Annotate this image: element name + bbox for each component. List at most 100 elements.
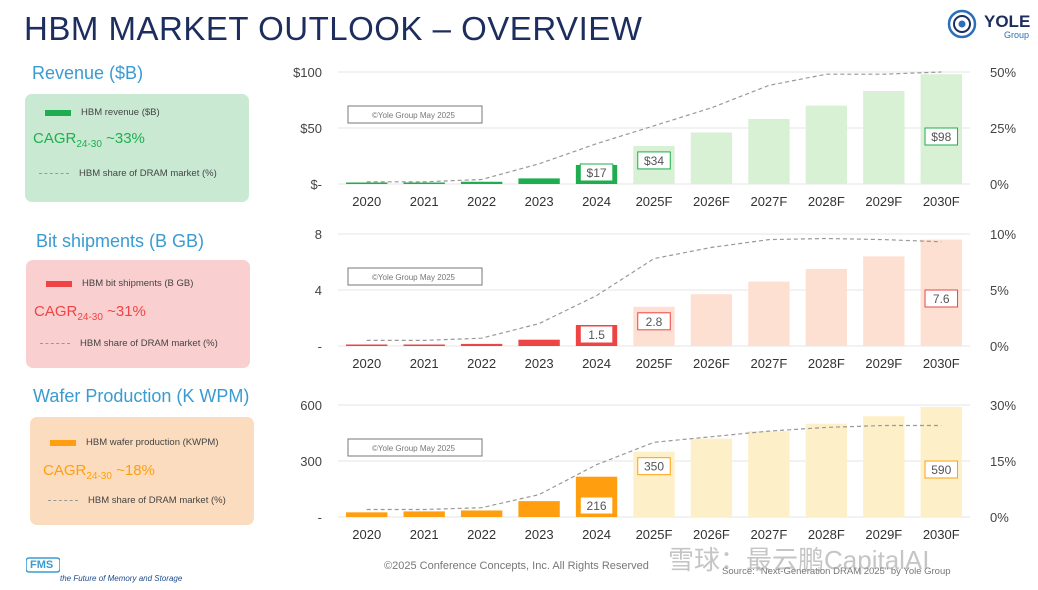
bits-bar	[690, 294, 733, 346]
wafer-x-tick-label: 2029F	[865, 527, 902, 542]
revenue-legend-bar-row: HBM revenue ($B)	[45, 107, 160, 118]
bits-y-tick-label: 8	[315, 227, 322, 242]
dashed-line-icon	[48, 500, 78, 501]
bits-data-label: 7.6	[933, 292, 950, 306]
bits-bar	[460, 343, 503, 346]
revenue-x-tick-label: 2028F	[808, 194, 845, 209]
wafer-data-label-box	[637, 457, 671, 476]
wafer-watermark-box	[347, 438, 483, 457]
bits-data-label-box	[579, 325, 614, 344]
bits-bar	[518, 339, 560, 346]
bits-data-label: 1.5	[588, 328, 605, 342]
wafer-data-label-box	[924, 460, 959, 479]
revenue-x-tick-label: 2024	[582, 194, 611, 209]
wafer-x-tick-label: 2026F	[693, 527, 730, 542]
bits-y-tick-label: 4	[315, 283, 322, 298]
revenue-watermark-box	[347, 105, 483, 124]
wafer-y2-tick-label: 0%	[990, 510, 1009, 525]
revenue-x-tick-label: 2030F	[923, 194, 960, 209]
revenue-chart: $100 $50 $- 50% 25% 0% ©Yole Group May 2025 202…	[293, 65, 1016, 209]
revenue-legend-box: HBM revenue ($B) CAGR24-30 ~33% HBM shar…	[25, 94, 249, 202]
wafer-legend-box: HBM wafer production (KWPM) CAGR24-30 ~1…	[30, 417, 254, 525]
bits-data-label-box	[637, 312, 671, 331]
revenue-x-tick-label: 2020	[352, 194, 381, 209]
revenue-section-title: Revenue ($B)	[32, 63, 144, 83]
bits-legend-line-row: HBM share of DRAM market (%)	[40, 338, 218, 349]
wafer-legend-line-label: HBM share of DRAM market (%)	[88, 495, 226, 506]
footer-copyright: ©2025 Conference Concepts, Inc. All Righ…	[384, 560, 649, 572]
wafer-x-tick-label: 2024	[582, 527, 611, 542]
wafer-y-tick-label: -	[318, 510, 322, 525]
wafer-legend-bar-label: HBM wafer production (KWPM)	[86, 437, 219, 448]
bits-data-label: 2.8	[646, 315, 663, 329]
page-title: HBM MARKET OUTLOOK – OVERVIEW	[24, 10, 643, 47]
fms-tagline: the Future of Memory and Storage	[60, 574, 183, 583]
wafer-x-tick-label: 2027F	[750, 527, 787, 542]
wafer-cagr: CAGR24-30 ~18%	[43, 462, 155, 482]
bits-x-tick-label: 2023	[525, 356, 554, 371]
bits-legend-bar-label: HBM bit shipments (B GB)	[82, 278, 194, 289]
wafer-y2-tick-label: 30%	[990, 398, 1016, 413]
wafer-y-tick-label: 600	[300, 398, 322, 413]
bits-legend-box: HBM bit shipments (B GB) CAGR24-30 ~31% …	[26, 260, 250, 368]
revenue-bar	[748, 119, 790, 184]
bits-cagr: CAGR24-30 ~31%	[34, 303, 146, 323]
wafer-data-label-box	[579, 496, 614, 515]
wafer-share-line	[366, 424, 942, 511]
bits-x-tick-label: 2020	[352, 356, 381, 371]
wafer-bar	[863, 416, 905, 517]
bits-bar	[403, 344, 445, 346]
revenue-y2-tick-label: 50%	[990, 65, 1016, 80]
bits-x-tick-label: 2027F	[750, 356, 787, 371]
wafer-bar	[805, 423, 848, 517]
fms-logo-text: FMS	[30, 559, 54, 571]
wafer-x-tick-label: 2025F	[636, 527, 673, 542]
bits-x-tick-label: 2030F	[923, 356, 960, 371]
watermark-text: 雪球：最云鹏CapitalAI	[668, 545, 930, 575]
wafer-bar	[518, 501, 560, 517]
wafer-chart: 600 300 - 30% 15% 0% ©Yole Group May 2025 2020 2…	[300, 398, 1016, 542]
bits-x-tick-label: 2021	[410, 356, 439, 371]
wafer-bar	[748, 431, 790, 517]
wafer-swatch	[50, 439, 76, 446]
bits-x-tick-label: 2022	[467, 356, 496, 371]
revenue-x-tick-label: 2029F	[865, 194, 902, 209]
revenue-x-tick-label: 2023	[525, 194, 554, 209]
wafer-bar	[690, 438, 733, 517]
revenue-legend-line-row: HBM share of DRAM market (%)	[39, 168, 217, 179]
bits-share-line	[366, 237, 942, 341]
revenue-share-line	[366, 71, 942, 183]
bits-bar	[748, 281, 790, 346]
bits-section-title: Bit shipments (B GB)	[36, 231, 205, 251]
wafer-data-label: 216	[587, 499, 607, 513]
revenue-bar	[460, 181, 503, 184]
bits-x-tick-label: 2025F	[636, 356, 673, 371]
revenue-bar	[863, 91, 905, 184]
footer-source: Source: "Next-Generation DRAM 2025" by Y…	[722, 566, 951, 577]
fms-logo: FMS the Future of Memory and Storage	[26, 556, 182, 586]
bits-data-label-box	[924, 289, 959, 308]
bits-bar	[805, 269, 848, 346]
wafer-x-tick-label: 2022	[467, 527, 496, 542]
revenue-data-label: $34	[644, 154, 664, 168]
revenue-x-tick-label: 2027F	[750, 194, 787, 209]
revenue-legend-line-label: HBM share of DRAM market (%)	[79, 168, 217, 179]
logo-subtext: Group	[1004, 30, 1030, 40]
wafer-bar	[403, 511, 445, 517]
bits-watermark-box	[347, 267, 483, 286]
revenue-bar	[518, 178, 560, 184]
bits-y2-tick-label: 0%	[990, 339, 1009, 354]
wafer-bar	[346, 512, 388, 517]
wafer-x-tick-label: 2028F	[808, 527, 845, 542]
revenue-y-tick-label: $50	[300, 121, 322, 136]
wafer-y-tick-label: 300	[300, 454, 322, 469]
fms-logo-icon	[26, 557, 60, 573]
wafer-data-label: 590	[931, 463, 951, 477]
revenue-y-tick-label: $-	[310, 177, 322, 192]
bits-x-tick-label: 2028F	[808, 356, 845, 371]
revenue-data-label: $17	[587, 166, 607, 180]
revenue-data-label-box	[579, 163, 614, 182]
wafer-watermark-label: ©Yole Group May 2025	[372, 444, 456, 453]
bits-bar	[346, 344, 388, 346]
bits-legend-line-label: HBM share of DRAM market (%)	[80, 338, 218, 349]
